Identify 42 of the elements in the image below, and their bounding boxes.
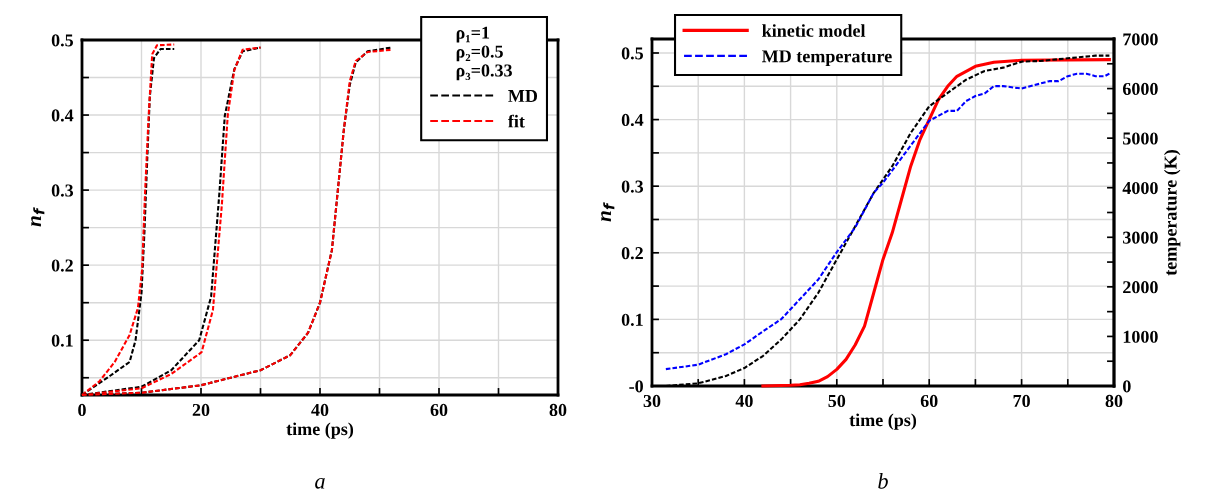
x-tick-label: 40 <box>735 394 753 408</box>
legend-label: kinetic model <box>762 24 866 37</box>
legend-label: MD temperature <box>762 50 892 67</box>
x-tick-label: 20 <box>192 403 210 417</box>
text: a <box>315 477 325 489</box>
y-tick-label: 0.5 <box>621 47 644 60</box>
y-tick-label: 0.2 <box>621 247 643 260</box>
y-axis-title: n$_{f}$ <box>31 207 45 227</box>
y-tick-label: -0 <box>629 380 643 393</box>
legend-label: MD <box>508 90 538 102</box>
y2-tick-label: 2000 <box>1123 281 1158 294</box>
y-axis-title: n$_{f}$ <box>601 202 615 222</box>
y2-tick-label: 7000 <box>1123 33 1158 46</box>
y-tick-label: 0.3 <box>51 184 74 197</box>
y-tick-label: 0.1 <box>51 334 73 347</box>
x-tick-label: 0 <box>78 403 86 417</box>
y2-tick-label: 0 <box>1123 380 1131 393</box>
y2-tick-label: 5000 <box>1123 132 1158 145</box>
y2-tick-label: 3000 <box>1123 231 1158 244</box>
y2-axis-title: temperature (K) <box>1164 150 1181 276</box>
x-axis-title: time (ps) <box>849 413 917 430</box>
x-tick-label: 80 <box>1105 394 1123 408</box>
x-axis-title: time (ps) <box>286 422 354 439</box>
x-tick-label: 70 <box>1013 394 1030 408</box>
y-tick-label: 0.2 <box>51 259 73 272</box>
x-tick-label: 40 <box>311 403 329 417</box>
text: b <box>878 473 888 489</box>
x-tick-label: 50 <box>828 394 846 408</box>
x-tick-label: 60 <box>430 403 448 417</box>
y-tick-label: 0.4 <box>51 109 74 122</box>
y-tick-label: 0.3 <box>621 180 644 193</box>
x-tick-label: 80 <box>549 403 567 417</box>
legend-title: ρ₁=1 ρ₂=0.5 ρ₃=0.33 <box>456 26 512 81</box>
y-tick-label: 0.1 <box>621 313 643 326</box>
x-tick-label: 30 <box>643 394 661 408</box>
y-tick-label: 0.4 <box>621 113 644 127</box>
legend-label: fit <box>507 114 525 128</box>
y2-tick-label: 6000 <box>1122 82 1158 96</box>
y2-tick-label: 4000 <box>1122 181 1158 195</box>
y-tick-label: 0.5 <box>51 34 74 47</box>
x-tick-label: 60 <box>920 394 938 408</box>
y2-tick-label: 1000 <box>1123 330 1158 343</box>
